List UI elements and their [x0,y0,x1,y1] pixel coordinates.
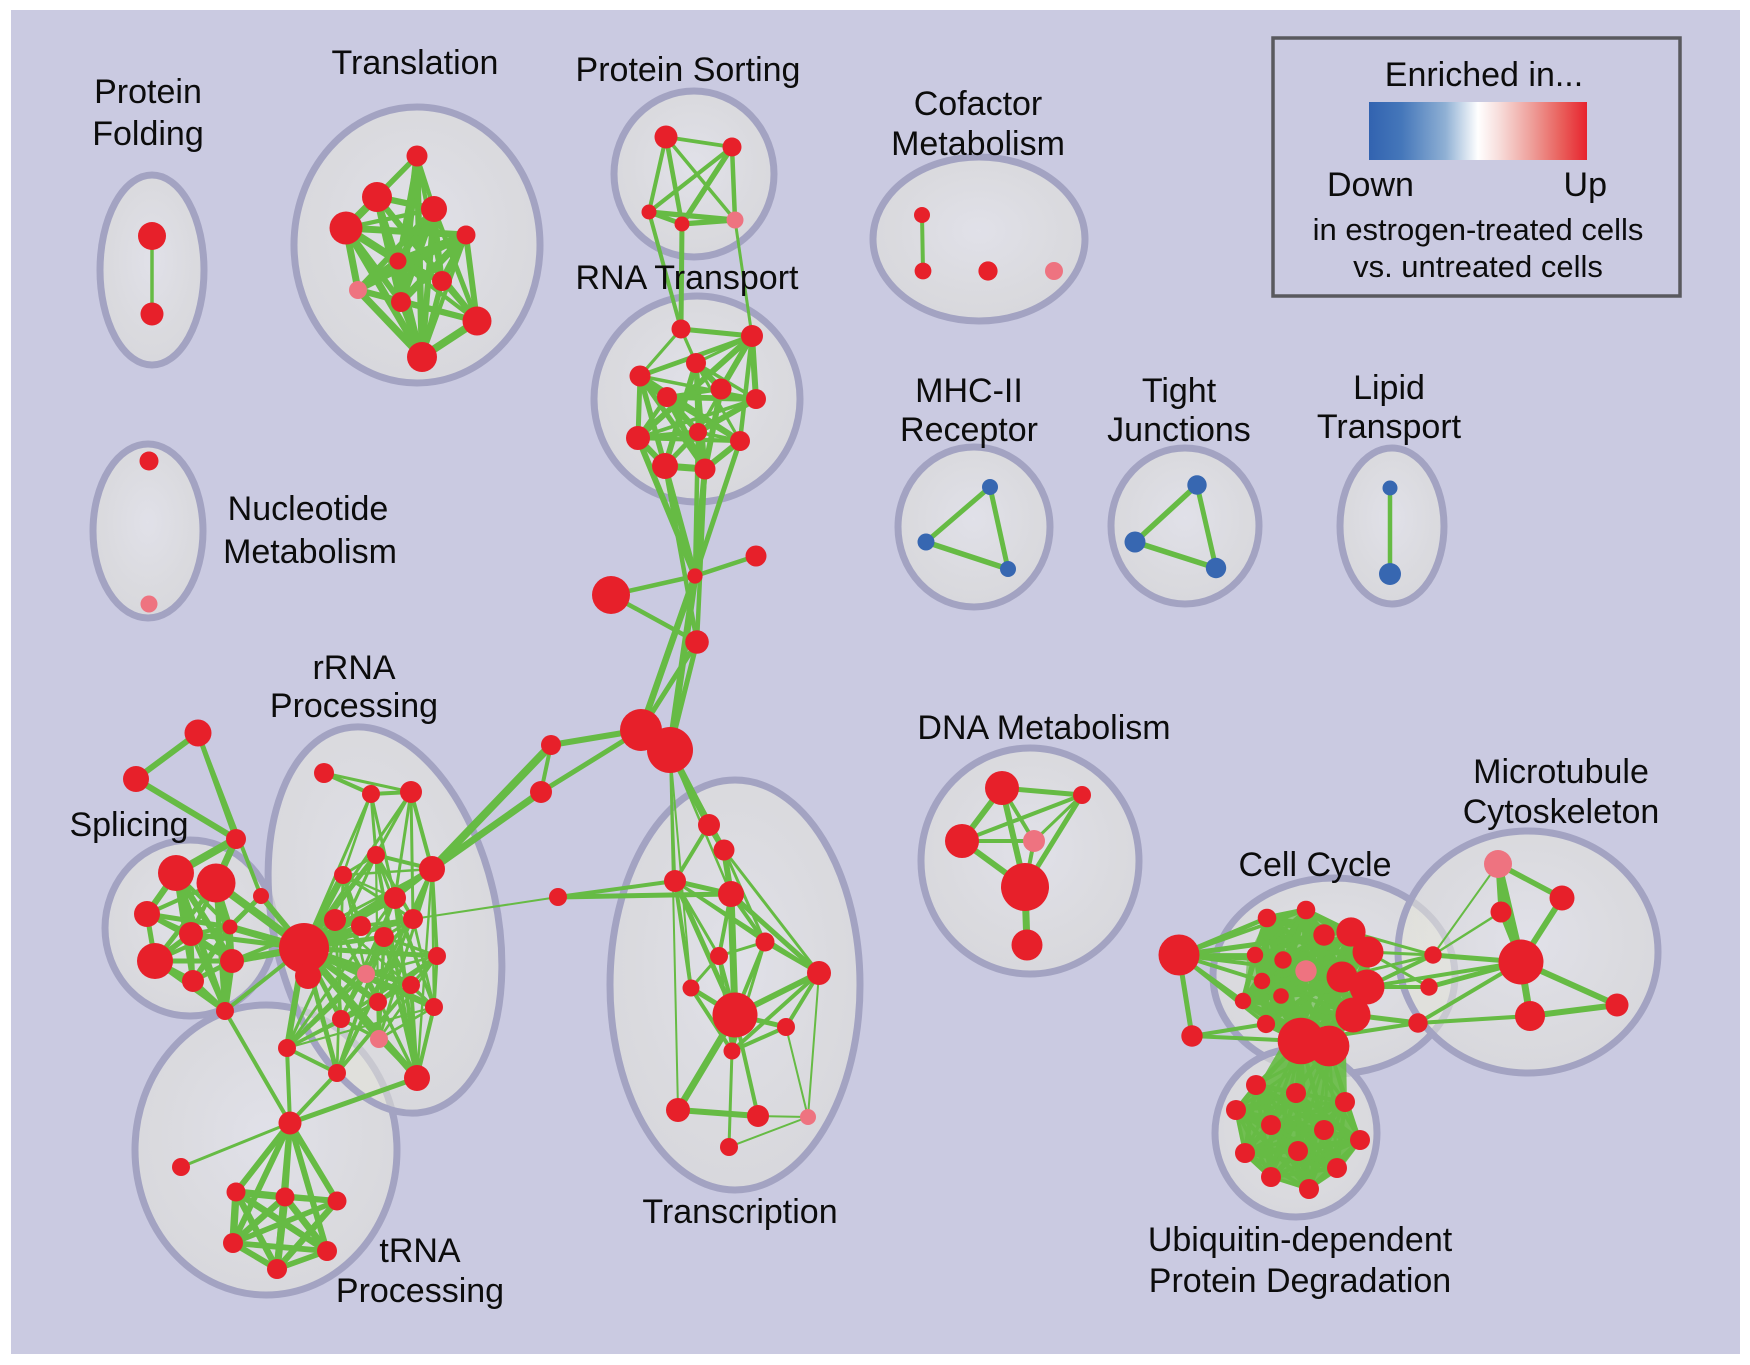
svg-text:Processing: Processing [270,687,438,725]
svg-text:Protein Sorting: Protein Sorting [576,51,801,89]
svg-text:Cofactor: Cofactor [914,85,1043,123]
svg-text:Folding: Folding [92,115,204,153]
svg-text:Cell Cycle: Cell Cycle [1238,846,1391,884]
svg-text:Transcription: Transcription [642,1193,837,1231]
svg-text:Microtubule: Microtubule [1473,753,1649,791]
svg-text:Tight: Tight [1142,372,1217,410]
svg-text:Down: Down [1327,166,1414,204]
svg-text:Nucleotide: Nucleotide [228,490,389,528]
svg-text:Enriched in...: Enriched in... [1385,56,1583,94]
svg-text:Protein: Protein [94,73,202,111]
svg-text:Receptor: Receptor [900,411,1038,449]
svg-text:Up: Up [1564,166,1607,204]
svg-text:Cytoskeleton: Cytoskeleton [1463,793,1660,831]
svg-text:RNA Transport: RNA Transport [576,259,800,297]
svg-text:tRNA: tRNA [379,1232,461,1270]
svg-text:Metabolism: Metabolism [223,533,397,571]
svg-text:Protein Degradation: Protein Degradation [1149,1262,1451,1300]
svg-text:Ubiquitin-dependent: Ubiquitin-dependent [1148,1221,1453,1259]
svg-text:Transport: Transport [1317,408,1462,446]
svg-text:MHC-II: MHC-II [915,372,1023,410]
svg-text:DNA Metabolism: DNA Metabolism [917,709,1170,747]
svg-text:Lipid: Lipid [1353,369,1425,407]
svg-text:Junctions: Junctions [1107,411,1251,449]
svg-text:rRNA: rRNA [312,649,395,687]
svg-text:Splicing: Splicing [69,806,188,844]
svg-text:Metabolism: Metabolism [891,125,1065,163]
svg-text:Processing: Processing [336,1272,504,1310]
svg-text:in estrogen-treated cells: in estrogen-treated cells [1313,212,1644,247]
svg-text:Translation: Translation [332,44,499,82]
svg-text:vs. untreated cells: vs. untreated cells [1353,249,1603,284]
